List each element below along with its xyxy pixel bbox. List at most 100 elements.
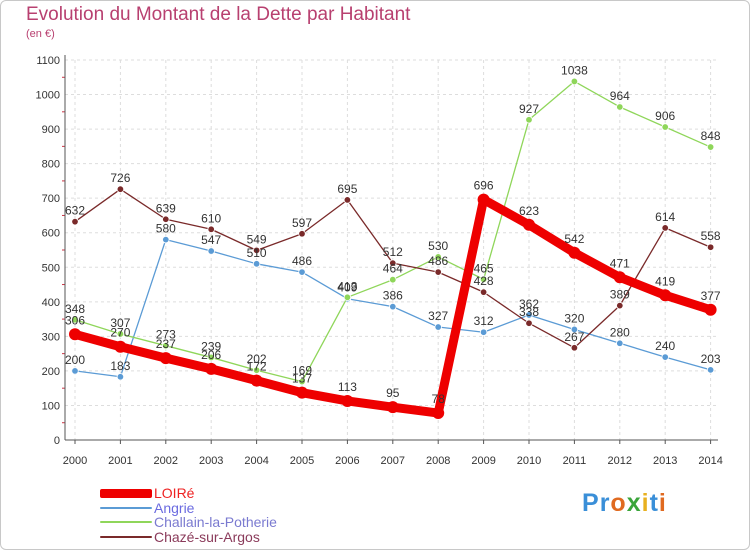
data-point — [341, 394, 354, 407]
y-tick-label: 200 — [42, 366, 60, 378]
data-point — [71, 367, 79, 375]
data-label: 547 — [201, 233, 221, 247]
data-point — [298, 268, 306, 276]
x-tick-label: 2006 — [335, 455, 359, 467]
data-point — [613, 271, 626, 284]
data-point — [343, 196, 352, 204]
data-point — [252, 246, 261, 255]
y-tick-label: 1100 — [36, 55, 60, 67]
data-point — [116, 330, 125, 338]
x-tick-label: 2009 — [471, 455, 495, 467]
legend-item: Challain-la-Potherie — [100, 514, 277, 531]
data-label: 542 — [564, 232, 584, 246]
legend: LOIRé Angrie Challain-la-Potherie Chazé-sur… — [100, 485, 277, 545]
data-label: 413 — [337, 279, 357, 293]
y-tick-label: 700 — [42, 193, 60, 205]
y-tick-label: 300 — [42, 331, 60, 343]
data-label: 270 — [110, 326, 130, 340]
data-label: 695 — [337, 182, 357, 196]
y-tick-label: 1000 — [36, 90, 60, 102]
data-point — [207, 247, 215, 255]
data-label: 183 — [110, 359, 130, 373]
data-label: 964 — [610, 89, 630, 103]
data-point — [477, 193, 490, 206]
data-label: 312 — [474, 314, 494, 328]
data-point — [479, 275, 488, 284]
data-point — [252, 260, 261, 268]
data-point — [661, 353, 669, 361]
data-label: 237 — [156, 337, 176, 351]
data-point — [434, 268, 442, 276]
data-point — [389, 302, 397, 311]
legend-swatch — [100, 506, 152, 509]
data-label: 696 — [474, 179, 494, 193]
data-label: 580 — [156, 222, 176, 236]
data-point — [661, 224, 669, 232]
data-label: 530 — [428, 239, 448, 253]
x-tick-label: 2004 — [244, 455, 268, 467]
data-point — [116, 185, 125, 193]
data-point — [616, 339, 624, 347]
data-label: 927 — [519, 102, 539, 116]
x-tick-label: 2002 — [154, 455, 178, 467]
data-label: 510 — [247, 246, 267, 260]
data-label: 464 — [383, 262, 403, 276]
proxiti-logo: Proxiti — [582, 489, 667, 517]
data-label: 639 — [156, 201, 176, 215]
data-point — [706, 366, 715, 374]
data-label: 137 — [292, 372, 312, 386]
y-tick-label: 500 — [42, 262, 60, 274]
data-label: 240 — [655, 339, 675, 353]
data-point — [207, 225, 215, 233]
data-label: 465 — [474, 261, 494, 275]
data-label: 848 — [701, 129, 721, 143]
x-tick-label: 2011 — [563, 455, 587, 467]
data-point — [706, 243, 715, 251]
y-tick-label: 100 — [42, 400, 60, 412]
data-label: 386 — [383, 289, 403, 303]
data-label: 610 — [201, 211, 221, 225]
legend-item: Angrie — [100, 500, 277, 516]
data-label: 280 — [610, 325, 630, 339]
chart-title: Evolution du Montant de la Dette par Hab… — [26, 4, 411, 25]
data-point — [252, 366, 261, 374]
legend-label: LOIRé — [154, 485, 195, 502]
data-label: 726 — [110, 171, 130, 185]
data-label: 1038 — [561, 63, 588, 77]
y-tick-label: 600 — [42, 228, 60, 240]
data-point — [525, 311, 533, 319]
data-point — [434, 323, 442, 331]
x-tick-label: 2005 — [290, 455, 314, 467]
data-labels: 200 183 580 547 510 486 409 386 327 312 362 320 280 2… — [65, 63, 721, 406]
y-tick-label: 0 — [54, 435, 60, 447]
data-label: 471 — [610, 256, 630, 270]
data-label: 428 — [474, 274, 494, 288]
data-label: 267 — [564, 330, 584, 344]
data-point — [71, 316, 79, 324]
data-label: 486 — [292, 254, 312, 268]
data-point — [523, 218, 535, 231]
data-point — [479, 288, 488, 296]
data-label: 113 — [338, 380, 357, 394]
data-label: 169 — [292, 364, 312, 378]
x-tick-label: 2010 — [517, 455, 541, 467]
x-tick-label: 2000 — [63, 455, 87, 467]
data-point — [205, 362, 218, 375]
x-tick-label: 2003 — [199, 455, 223, 467]
legend-label: Challain-la-Potherie — [154, 514, 277, 531]
data-point — [69, 328, 81, 341]
data-point — [570, 344, 579, 352]
data-label: 306 — [65, 313, 85, 327]
data-point — [659, 289, 672, 302]
data-label: 419 — [655, 274, 675, 288]
data-label: 202 — [247, 352, 267, 366]
data-point — [114, 340, 127, 353]
data-point — [570, 325, 579, 334]
y-tick-label: 900 — [42, 124, 60, 136]
legend-item: Chazé-sur-Argos — [100, 529, 277, 545]
grid-lines — [65, 59, 718, 441]
data-point — [343, 293, 352, 302]
data-label: 623 — [519, 204, 539, 218]
data-label: 273 — [156, 328, 176, 342]
